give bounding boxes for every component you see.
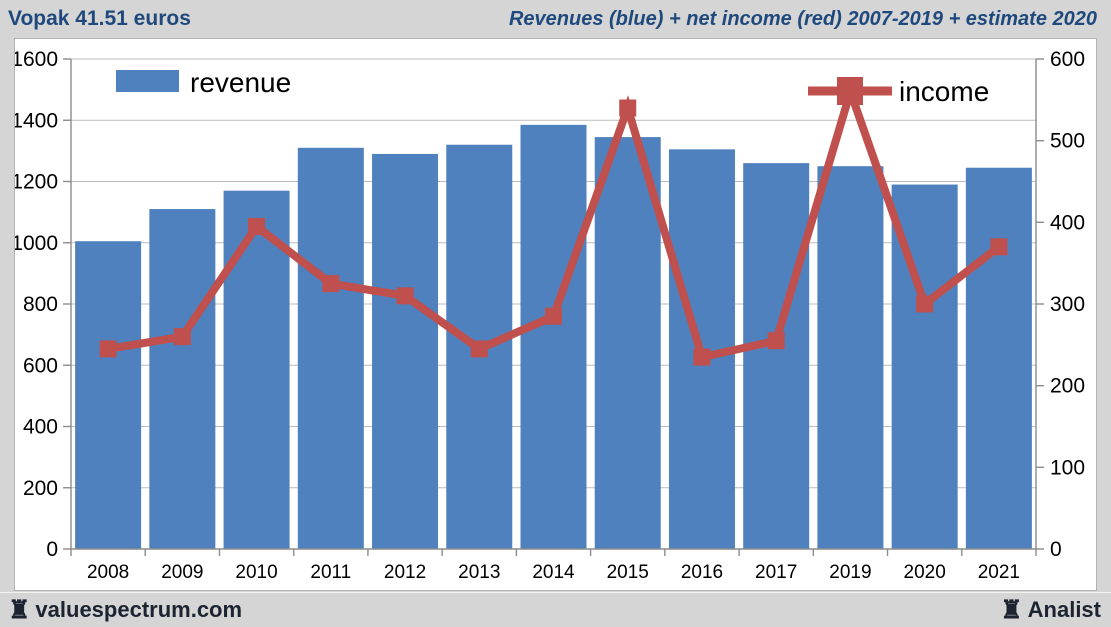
y-axis-left-label: 1600: [15, 48, 58, 71]
analist-brand: ♜ Analist: [1000, 597, 1101, 623]
x-axis-label: 2021: [978, 562, 1020, 583]
revenue-bar: [75, 241, 142, 549]
y-axis-left-label: 600: [23, 354, 58, 377]
revenue-bar: [372, 153, 439, 549]
revenue-legend-swatch: [116, 70, 179, 92]
x-axis-label: 2012: [384, 562, 426, 583]
y-axis-left-label: 400: [23, 416, 58, 439]
chart-frame: revenue income 0 200 400 600 800 1000 1200 1400 16…: [14, 38, 1097, 591]
y-axis-right-label: 0: [1050, 538, 1062, 561]
valuespectrum-brand: ♜ valuespectrum.com: [8, 597, 242, 623]
x-axis-label: 2016: [681, 562, 723, 583]
y-axis-left-label: 1200: [15, 171, 58, 194]
income-marker: [990, 238, 1008, 256]
x-axis-label: 2019: [829, 562, 871, 583]
x-axis-label: 2008: [87, 562, 129, 583]
x-axis-label: 2011: [310, 562, 351, 583]
y-axis-right-label: 400: [1050, 211, 1085, 234]
x-axis-label: 2020: [904, 562, 946, 583]
y-axis-right-label: 100: [1050, 456, 1085, 479]
valuespectrum-label: valuespectrum.com: [35, 597, 243, 622]
income-marker: [396, 287, 414, 305]
income-marker: [173, 328, 191, 346]
income-marker: [619, 99, 637, 117]
rook-icon: ♜: [8, 595, 31, 624]
revenue-bar: [149, 209, 216, 549]
x-axis-label: 2017: [755, 562, 797, 583]
chart-subtitle: Revenues (blue) + net income (red) 2007-…: [508, 7, 1097, 30]
chart-canvas: revenue income020040060080010001200140016…: [15, 48, 1085, 583]
x-axis-label: 2015: [607, 562, 649, 583]
revenue-bar: [520, 124, 587, 549]
income-marker: [693, 348, 711, 366]
revenue-bar: [594, 137, 661, 549]
x-axis-label: 2009: [161, 562, 203, 583]
y-axis-right-label: 600: [1050, 48, 1085, 71]
income-marker: [99, 340, 117, 358]
revenue-bar: [297, 147, 364, 549]
y-axis-left-label: 1000: [15, 232, 58, 255]
income-marker: [248, 217, 266, 235]
income-marker: [545, 307, 562, 325]
income-marker: [916, 295, 934, 313]
y-axis-left-label: 1400: [15, 109, 58, 132]
y-axis-left-label: 200: [23, 477, 58, 500]
analist-label: Analist: [1027, 597, 1101, 622]
x-axis-label: 2014: [532, 562, 575, 583]
y-axis-left-label: 800: [23, 293, 58, 316]
revenue-legend-label: revenue: [190, 67, 291, 98]
x-axis-label: 2013: [458, 562, 500, 583]
y-axis-right-label: 500: [1050, 130, 1085, 153]
x-axis-label: 2010: [235, 562, 277, 583]
y-axis-right-label: 200: [1050, 375, 1085, 398]
y-axis-left-label: 0: [46, 538, 58, 561]
stock-title: Vopak 41.51 euros: [8, 7, 191, 30]
income-marker: [767, 332, 785, 350]
chart-header: Vopak 41.51 euros Revenues (blue) + net …: [0, 0, 1111, 38]
income-legend-label: income: [899, 76, 989, 107]
revenue-bar: [965, 167, 1032, 549]
income-marker: [470, 340, 488, 358]
revenue-bar: [743, 163, 810, 549]
chart-footer: ♜ valuespectrum.com ♜ Analist: [0, 592, 1111, 627]
revenue-bar: [817, 166, 884, 549]
rook-icon: ♜: [1000, 595, 1023, 624]
revenue-bar: [223, 190, 290, 549]
y-axis-right-label: 300: [1050, 293, 1085, 316]
income-legend-marker: [837, 77, 863, 105]
income-marker: [322, 275, 340, 293]
